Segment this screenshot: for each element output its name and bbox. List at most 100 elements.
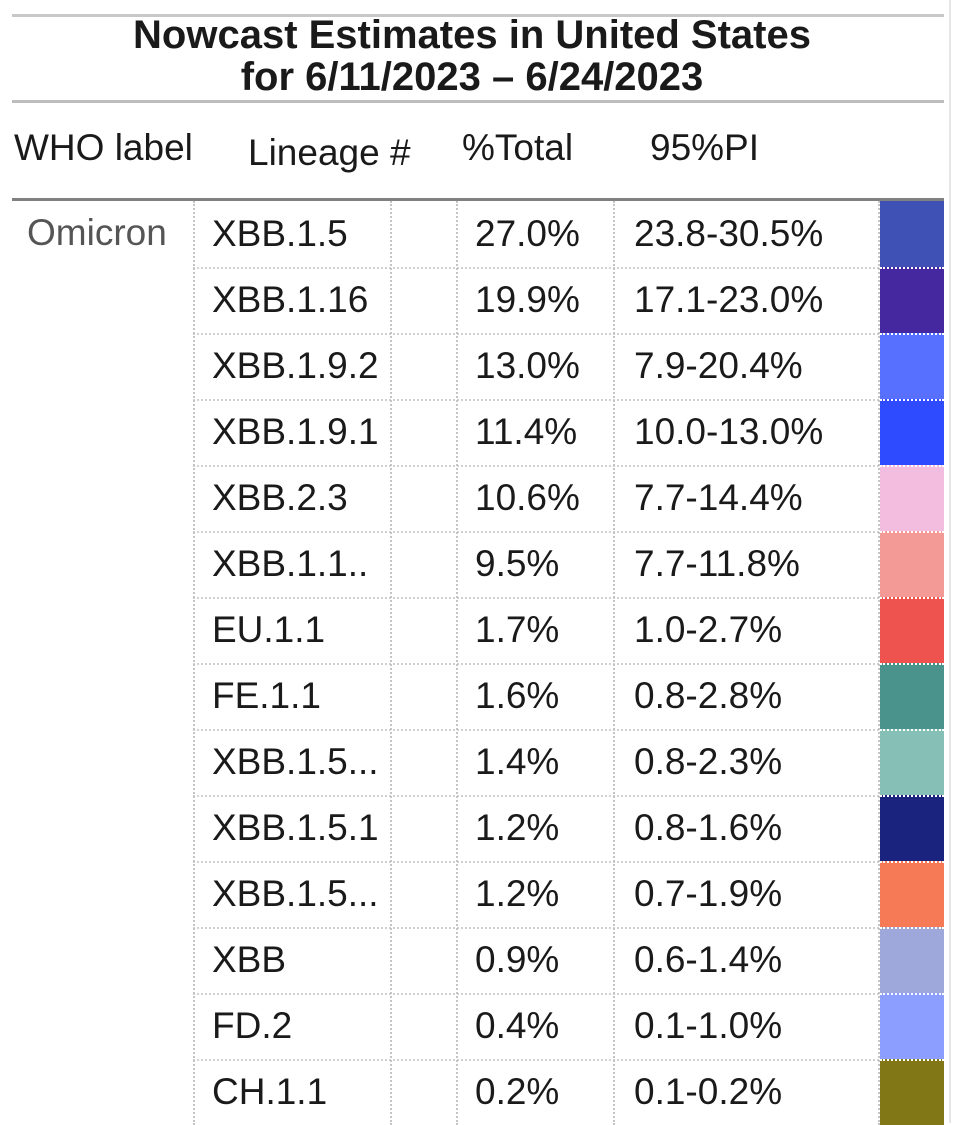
lineage-cell: XBB.1.9.1 <box>212 411 379 452</box>
swatch-divider <box>880 267 944 269</box>
header-who-label[interactable]: WHO label <box>14 127 193 168</box>
table-row[interactable]: XBB.1.1.. 9.5% 7.7-11.8% <box>0 531 955 597</box>
table-row[interactable]: CH.1.1 0.2% 0.1-0.2% <box>0 1059 955 1125</box>
lineage-cell: XBB.1.1.. <box>212 543 369 584</box>
pi-cell: 0.8-2.8% <box>634 675 783 716</box>
color-swatch <box>880 465 944 531</box>
lineage-cell: XBB.1.5.1 <box>212 807 379 848</box>
lineage-cell: FE.1.1 <box>212 675 321 716</box>
color-swatch <box>880 993 944 1059</box>
swatch-divider <box>880 597 944 599</box>
color-swatch <box>880 333 944 399</box>
pct-total-cell: 27.0% <box>475 213 580 254</box>
color-swatch <box>880 927 944 993</box>
swatch-divider <box>880 861 944 863</box>
pct-total-cell: 1.2% <box>475 807 560 848</box>
table-row[interactable]: XBB 0.9% 0.6-1.4% <box>0 927 955 993</box>
pi-cell: 0.6-1.4% <box>634 939 783 980</box>
column-divider <box>193 201 195 1125</box>
table-row[interactable]: XBB.1.5... 1.4% 0.8-2.3% <box>0 729 955 795</box>
row-divider <box>193 729 879 731</box>
swatch-divider <box>880 663 944 665</box>
swatch-divider <box>880 1059 944 1061</box>
lineage-cell: FD.2 <box>212 1005 293 1046</box>
row-divider <box>193 531 879 533</box>
lineage-cell: XBB.1.16 <box>212 279 369 320</box>
lineage-cell: XBB <box>212 939 287 980</box>
lineage-cell: XBB.2.3 <box>212 477 348 518</box>
swatch-divider <box>880 399 944 401</box>
row-divider <box>193 795 879 797</box>
row-divider <box>193 663 879 665</box>
pi-cell: 7.9-20.4% <box>634 345 803 386</box>
pct-total-cell: 1.6% <box>475 675 560 716</box>
color-swatch <box>880 795 944 861</box>
column-divider <box>878 201 880 1125</box>
color-swatch <box>880 201 944 267</box>
title-bottom-rule <box>12 100 944 103</box>
row-divider <box>193 927 879 929</box>
swatch-divider <box>880 729 944 731</box>
column-divider <box>613 201 615 1125</box>
table-row[interactable]: XBB.1.16 19.9% 17.1-23.0% <box>0 267 955 333</box>
color-swatch <box>880 399 944 465</box>
color-swatch <box>880 531 944 597</box>
row-divider <box>193 465 879 467</box>
header-lineage[interactable]: Lineage # <box>248 132 411 173</box>
pi-cell: 0.1-0.2% <box>634 1071 783 1112</box>
row-divider <box>193 993 879 995</box>
table-row[interactable]: XBB.1.9.1 11.4% 10.0-13.0% <box>0 399 955 465</box>
pct-total-cell: 10.6% <box>475 477 580 518</box>
pi-cell: 1.0-2.7% <box>634 609 783 650</box>
row-divider <box>193 399 879 401</box>
row-divider <box>193 267 879 269</box>
swatch-divider <box>880 333 944 335</box>
lineage-cell: XBB.1.9.2 <box>212 345 379 386</box>
table-row[interactable]: XBB.1.5 27.0% 23.8-30.5% <box>0 201 955 267</box>
color-swatch <box>880 663 944 729</box>
lineage-cell: EU.1.1 <box>212 609 326 650</box>
lineage-cell: XBB.1.5... <box>212 873 379 914</box>
lineage-cell: CH.1.1 <box>212 1071 328 1112</box>
pct-total-cell: 1.2% <box>475 873 560 914</box>
table-row[interactable]: XBB.1.9.2 13.0% 7.9-20.4% <box>0 333 955 399</box>
pct-total-cell: 1.4% <box>475 741 560 782</box>
pi-cell: 0.1-1.0% <box>634 1005 783 1046</box>
pi-cell: 7.7-14.4% <box>634 477 803 518</box>
header-95-pi[interactable]: 95%PI <box>650 127 760 168</box>
row-divider <box>193 597 879 599</box>
table-row[interactable]: EU.1.1 1.7% 1.0-2.7% <box>0 597 955 663</box>
row-divider <box>193 861 879 863</box>
title-line-1: Nowcast Estimates in United States <box>133 13 811 57</box>
table-row[interactable]: XBB.2.3 10.6% 7.7-14.4% <box>0 465 955 531</box>
column-divider <box>390 201 392 1125</box>
swatch-divider <box>880 531 944 533</box>
pct-total-cell: 19.9% <box>475 279 580 320</box>
pct-total-cell: 0.4% <box>475 1005 560 1046</box>
swatch-divider <box>880 927 944 929</box>
color-swatch <box>880 1059 944 1125</box>
color-swatch <box>880 729 944 795</box>
title-line-2: for 6/11/2023 – 6/24/2023 <box>240 55 704 99</box>
swatch-divider <box>880 795 944 797</box>
color-swatch <box>880 267 944 333</box>
table-row[interactable]: FE.1.1 1.6% 0.8-2.8% <box>0 663 955 729</box>
swatch-divider <box>880 465 944 467</box>
pct-total-cell: 9.5% <box>475 543 560 584</box>
header-rule <box>12 198 944 201</box>
title-top-rule <box>12 14 944 17</box>
header-pct-total[interactable]: %Total <box>462 127 574 168</box>
pct-total-cell: 1.7% <box>475 609 560 650</box>
column-divider <box>456 201 458 1125</box>
pct-total-cell: 11.4% <box>475 411 578 452</box>
pi-cell: 0.8-1.6% <box>634 807 783 848</box>
lineage-cell: XBB.1.5 <box>212 213 348 254</box>
pct-total-cell: 0.2% <box>475 1071 560 1112</box>
swatch-divider <box>880 993 944 995</box>
table-row[interactable]: FD.2 0.4% 0.1-1.0% <box>0 993 955 1059</box>
table-row[interactable]: XBB.1.5.1 1.2% 0.8-1.6% <box>0 795 955 861</box>
who-label-omicron: Omicron <box>27 212 167 253</box>
color-swatch <box>880 597 944 663</box>
right-edge <box>949 0 951 1123</box>
table-row[interactable]: XBB.1.5... 1.2% 0.7-1.9% <box>0 861 955 927</box>
